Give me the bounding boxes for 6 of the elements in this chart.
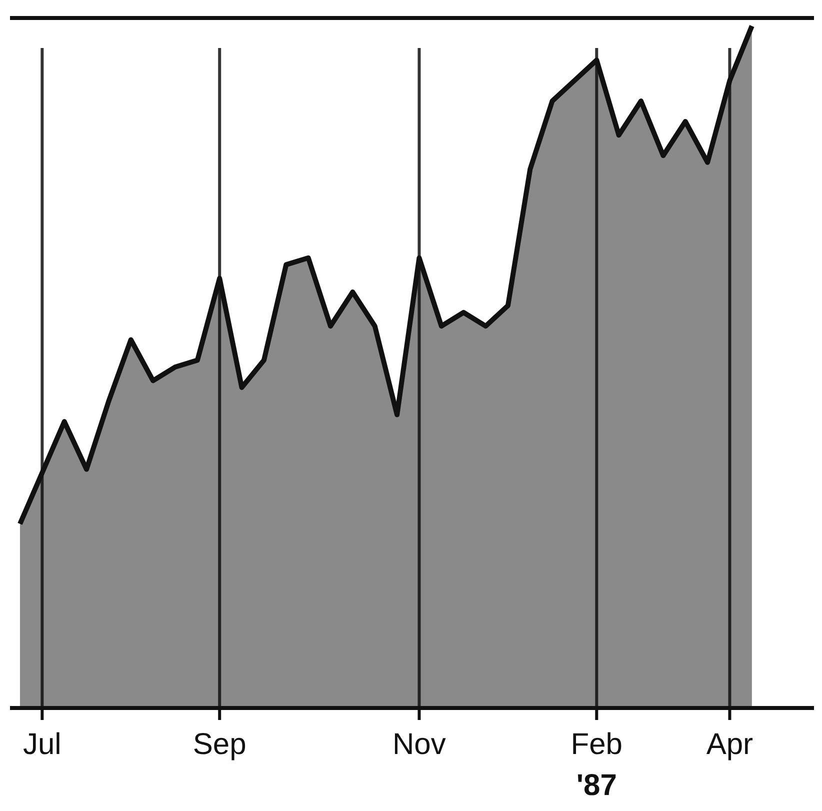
x-tick-label: Sep: [192, 728, 246, 761]
x-tick-label: Nov: [392, 728, 446, 761]
x-tick-label: Feb: [570, 728, 622, 761]
text: '87: [576, 769, 617, 802]
x-tick-label: Jul: [22, 728, 62, 761]
x-tick-label: Apr: [706, 728, 754, 761]
